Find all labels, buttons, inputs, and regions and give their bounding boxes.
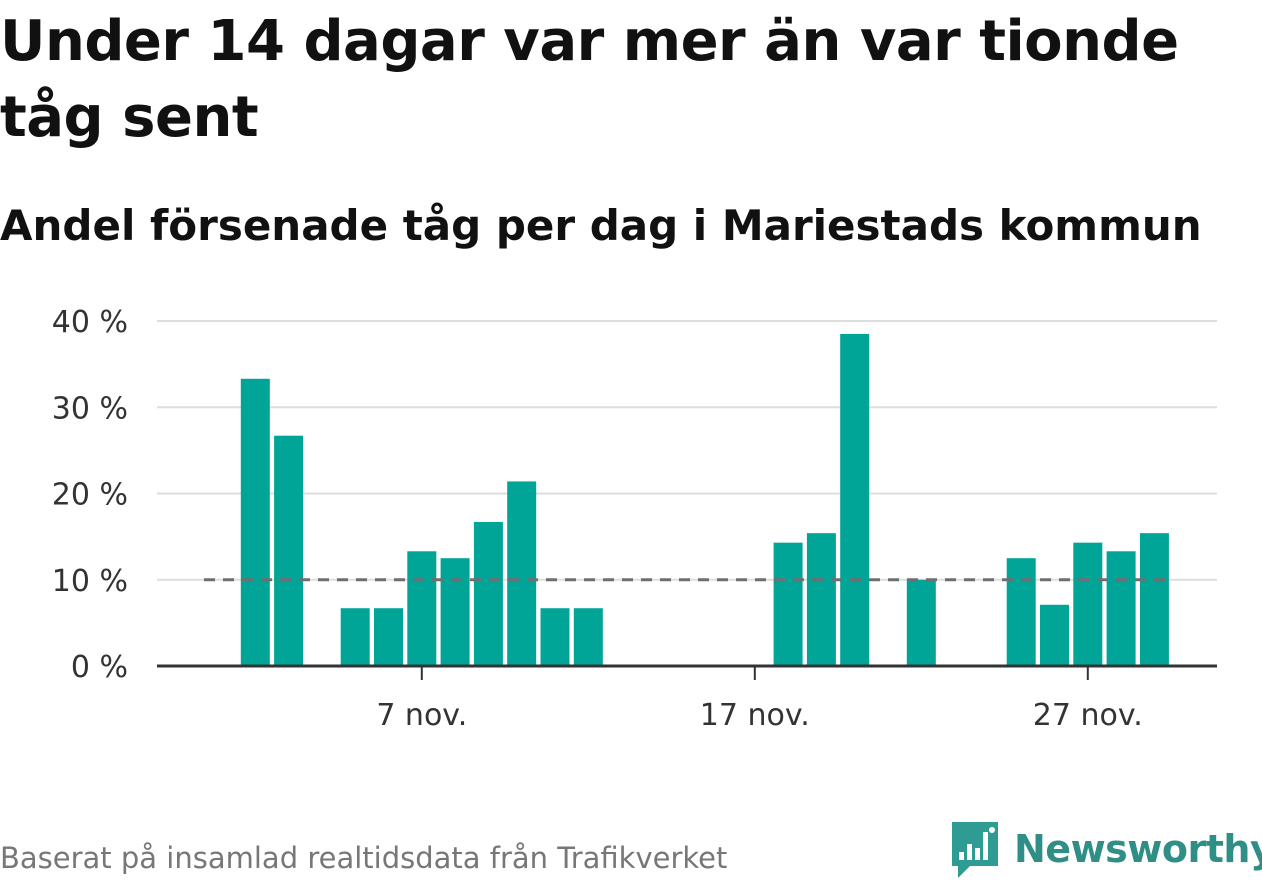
brand-name: Newsworthy: [1014, 827, 1262, 871]
y-tick-label: 20 %: [52, 478, 128, 513]
y-tick-label: 10 %: [52, 564, 128, 599]
bar: [806, 533, 836, 666]
bar: [240, 378, 270, 666]
bar: [274, 435, 304, 666]
bar: [440, 558, 470, 666]
bars: [240, 333, 1169, 666]
x-tick-label: 27 nov.: [1033, 698, 1143, 733]
newsworthy-brand: Newsworthy: [950, 818, 1262, 880]
bar: [407, 551, 437, 666]
gridlines: [157, 320, 1217, 581]
bar: [573, 608, 603, 666]
y-tick-label: 30 %: [52, 391, 128, 426]
bar: [1006, 558, 1036, 666]
bar: [773, 542, 803, 666]
bar: [540, 608, 570, 666]
chart-title: Under 14 dagar var mer än var tionde tåg…: [0, 9, 1179, 150]
chart-subtitle: Andel försenade tåg per dag i Mariestads…: [0, 201, 1202, 250]
bar: [1040, 604, 1069, 666]
x-axis-tick-labels: 7 nov. 17 nov. 27 nov.: [376, 698, 1143, 733]
bar: [1139, 533, 1169, 666]
bar: [1073, 542, 1103, 666]
bar: [340, 608, 370, 666]
y-axis-tick-labels: 0 % 10 % 20 % 30 % 40 %: [52, 305, 128, 685]
bar: [507, 481, 537, 666]
bar: [840, 333, 870, 666]
x-tick-label: 7 nov.: [376, 698, 467, 733]
bar: [906, 579, 936, 666]
x-tick-label: 17 nov.: [700, 698, 810, 733]
source-note: Baserat på insamlad realtidsdata från Tr…: [0, 841, 728, 875]
newsworthy-logo-icon: [952, 822, 998, 878]
bar: [374, 608, 403, 666]
bar: [1106, 551, 1136, 666]
bar: [473, 521, 503, 666]
y-tick-label: 40 %: [52, 305, 128, 340]
y-tick-label: 0 %: [71, 650, 128, 685]
x-axis: [157, 664, 1217, 680]
